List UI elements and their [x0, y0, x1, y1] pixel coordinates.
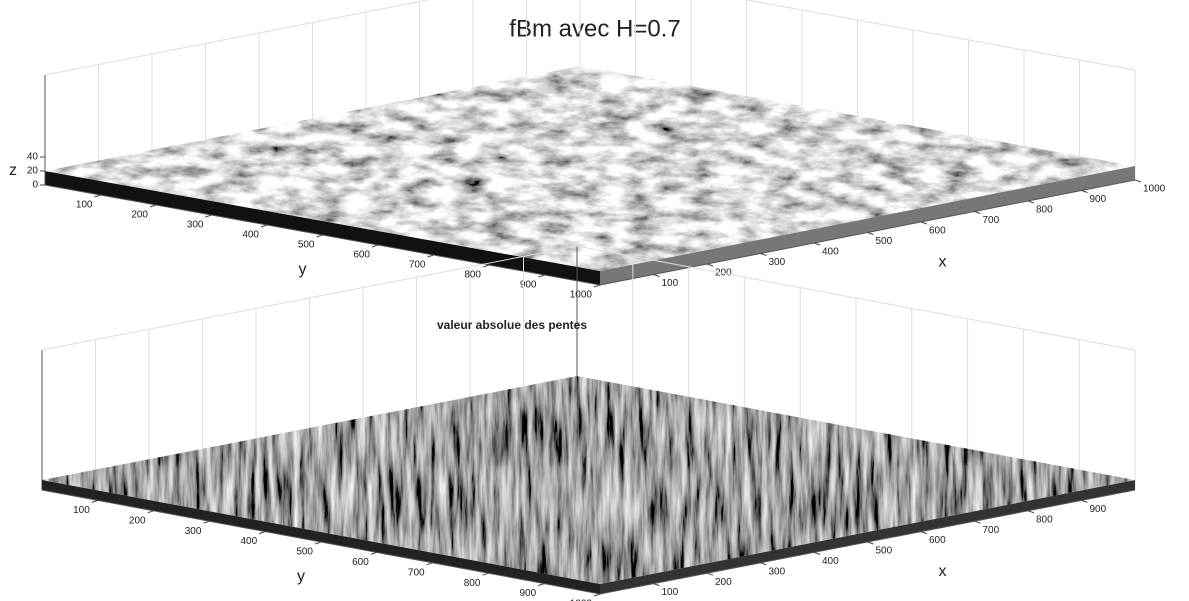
tick: [867, 232, 874, 235]
y-tick-label: 900: [520, 588, 537, 599]
tick: [205, 214, 212, 218]
tick: [94, 194, 101, 198]
tick: [259, 531, 266, 535]
tick: [1134, 179, 1142, 183]
y-tick-label: 800: [464, 270, 481, 281]
tick: [706, 572, 714, 576]
y-tick-label: 700: [409, 260, 426, 271]
y-tick-label: 400: [242, 230, 259, 241]
surface-side: [600, 480, 1135, 594]
surface-side: [42, 480, 600, 594]
tick: [974, 520, 981, 524]
x-tick-label: 800: [1036, 514, 1053, 525]
z-tick-label: 20: [27, 166, 39, 177]
x-tick-label: 700: [983, 525, 1000, 536]
y-tick-label: 1000: [570, 290, 593, 301]
tick: [370, 551, 377, 555]
x-axis-label: x: [939, 254, 947, 271]
tick: [920, 221, 928, 225]
z-axis-label: z: [9, 162, 17, 179]
tick: [813, 551, 821, 555]
x-tick-label: 300: [769, 566, 786, 577]
tick: [1027, 200, 1035, 204]
tick: [482, 572, 489, 576]
x-tick-label: 600: [929, 226, 946, 237]
x-tick-label: 600: [929, 535, 946, 546]
surface: [45, 66, 1135, 271]
tick: [867, 541, 874, 545]
tick: [427, 254, 434, 258]
tick: [593, 284, 601, 288]
z-tick-label: 0: [32, 180, 38, 191]
tick: [1027, 510, 1035, 514]
y-tick-label: 200: [131, 210, 148, 221]
y-tick-label: 800: [464, 578, 481, 589]
x-tick-label: 700: [983, 215, 1000, 226]
y-tick-label: 100: [76, 200, 93, 211]
tick: [813, 242, 821, 246]
y-tick-label: 500: [298, 240, 315, 251]
x-tick-label: 400: [822, 556, 839, 567]
x-tick-label: 900: [1090, 194, 1107, 205]
tick: [706, 263, 714, 267]
y-tick-label: 1000: [570, 599, 593, 601]
tick: [653, 583, 660, 587]
tick: [1081, 190, 1088, 193]
x-axis-label: x: [939, 563, 947, 580]
y-tick-label: 700: [408, 567, 425, 578]
y-tick-label: 600: [352, 557, 369, 568]
axis-box: [41, 245, 1136, 351]
tick: [260, 224, 268, 228]
tick: [426, 562, 433, 566]
tick: [593, 593, 601, 597]
tick: [314, 541, 322, 545]
tick: [203, 520, 210, 524]
y-tick-label: 300: [187, 220, 204, 231]
tick: [371, 244, 379, 248]
tick: [760, 253, 767, 256]
chart-title: valeur absolue des pentes: [437, 318, 587, 332]
tick: [920, 531, 928, 535]
tick: [91, 499, 98, 503]
surface-side: [45, 171, 600, 285]
x-tick-label: 800: [1036, 205, 1053, 216]
surface-side: [600, 166, 1135, 285]
y-tick-label: 100: [73, 505, 90, 516]
tick: [149, 204, 157, 208]
y-tick-label: 600: [353, 250, 370, 261]
x-tick-label: 500: [876, 546, 893, 557]
y-tick-label: 200: [129, 515, 146, 526]
tick: [316, 234, 323, 238]
x-tick-label: 900: [1090, 504, 1107, 515]
x-tick-label: 1000: [1143, 184, 1166, 195]
tick: [653, 274, 660, 277]
tick: [147, 510, 154, 514]
y-tick-label: 300: [185, 526, 202, 537]
y-axis-label: y: [297, 568, 305, 585]
x-tick-label: 300: [769, 257, 786, 268]
tick: [538, 274, 545, 278]
x-tick-label: 100: [662, 278, 679, 289]
tick: [482, 264, 490, 268]
tick: [974, 211, 981, 214]
y-tick-label: 400: [241, 536, 258, 547]
x-tick-label: 500: [876, 236, 893, 247]
tick: [760, 562, 767, 566]
tick: [1081, 499, 1088, 503]
figure-title: fBm avec H=0.7: [509, 15, 680, 42]
axis-box: [44, 0, 1136, 76]
x-tick-label: 100: [662, 587, 679, 598]
surface: [42, 376, 1135, 584]
y-tick-label: 900: [520, 280, 537, 291]
x-tick-label: 200: [715, 577, 732, 588]
y-axis-label: y: [299, 261, 307, 278]
tick: [538, 583, 545, 587]
y-tick-label: 500: [296, 547, 313, 558]
z-tick-label: 40: [27, 152, 39, 163]
x-tick-label: 400: [822, 247, 839, 258]
